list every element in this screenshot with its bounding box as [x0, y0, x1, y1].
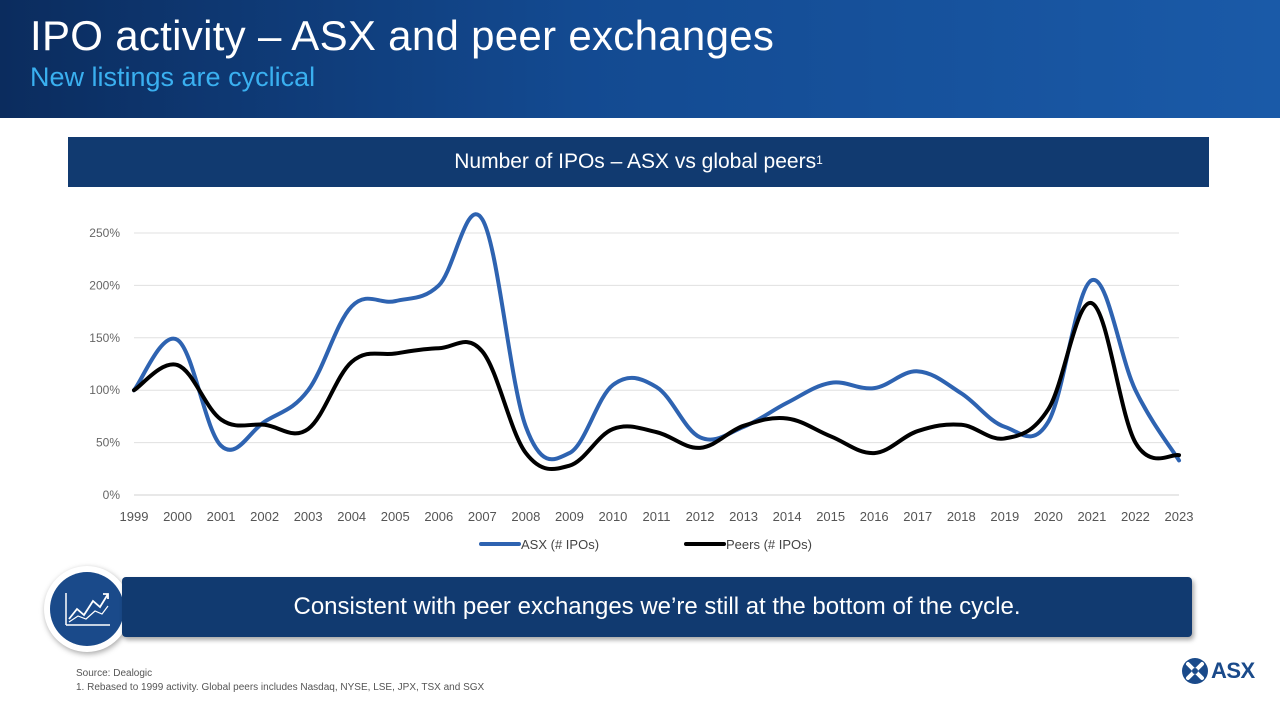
chart-title-banner: Number of IPOs – ASX vs global peers 1	[68, 137, 1209, 187]
page-subtitle: New listings are cyclical	[30, 62, 316, 92]
y-tick-label: 150%	[89, 331, 120, 345]
y-tick-label: 0%	[103, 488, 121, 502]
x-tick-label: 2007	[468, 509, 497, 524]
y-tick-label: 200%	[89, 278, 120, 292]
chart-title-footnote-mark: 1	[816, 153, 823, 167]
y-tick-label: 250%	[89, 226, 120, 240]
footnote: 1. Rebased to 1999 activity. Global peer…	[76, 682, 485, 693]
x-tick-label: 2022	[1121, 509, 1150, 524]
x-tick-label: 2017	[903, 509, 932, 524]
y-tick-label: 50%	[96, 436, 120, 450]
x-tick-label: 2016	[860, 509, 889, 524]
x-tick-label: 2021	[1077, 509, 1106, 524]
asx-x-mark-icon	[1182, 658, 1208, 684]
x-tick-label: 2008	[511, 509, 540, 524]
peers-series-line	[132, 301, 1181, 472]
x-tick-label: 2014	[773, 509, 802, 524]
legend-label: ASX (# IPOs)	[521, 537, 599, 552]
trend-chart-icon	[65, 593, 110, 626]
x-tick-label: 2018	[947, 509, 976, 524]
x-tick-label: 2015	[816, 509, 845, 524]
callout-banner: Consistent with peer exchanges we’re sti…	[122, 577, 1192, 637]
callout-icon-badge	[44, 566, 130, 652]
x-tick-label: 2006	[424, 509, 453, 524]
asx-logo: ASX	[1181, 657, 1255, 685]
x-tick-label: 2011	[643, 509, 671, 524]
callout-text: Consistent with peer exchanges we’re sti…	[293, 593, 1021, 620]
x-tick-label: 2002	[250, 509, 279, 524]
x-tick-label: 2009	[555, 509, 584, 524]
page-title: IPO activity – ASX and peer exchanges	[30, 12, 775, 59]
x-tick-label: 2003	[294, 509, 323, 524]
asx-series-line	[132, 212, 1181, 463]
legend-label: Peers (# IPOs)	[726, 537, 812, 552]
x-tick-label: 1999	[120, 509, 149, 524]
x-tick-label: 2020	[1034, 509, 1063, 524]
x-tick-label: 2004	[337, 509, 366, 524]
x-tick-label: 2013	[729, 509, 758, 524]
chart-title: Number of IPOs – ASX vs global peers	[454, 150, 817, 173]
x-tick-label: 2001	[207, 509, 236, 524]
x-tick-label: 2010	[598, 509, 627, 524]
x-tick-label: 2005	[381, 509, 410, 524]
x-tick-label: 2012	[686, 509, 715, 524]
logo-text: ASX	[1211, 658, 1255, 683]
x-tick-label: 2000	[163, 509, 192, 524]
y-tick-label: 100%	[89, 383, 120, 397]
x-tick-label: 2019	[990, 509, 1019, 524]
source-note: Source: Dealogic	[76, 668, 153, 679]
header: IPO activity – ASX and peer exchanges Ne…	[0, 0, 1280, 118]
x-tick-label: 2023	[1165, 509, 1194, 524]
ipo-line-chart: 0% 50% 100% 150% 200% 250% 1999 2000 2001 2002 200…	[89, 212, 1194, 552]
